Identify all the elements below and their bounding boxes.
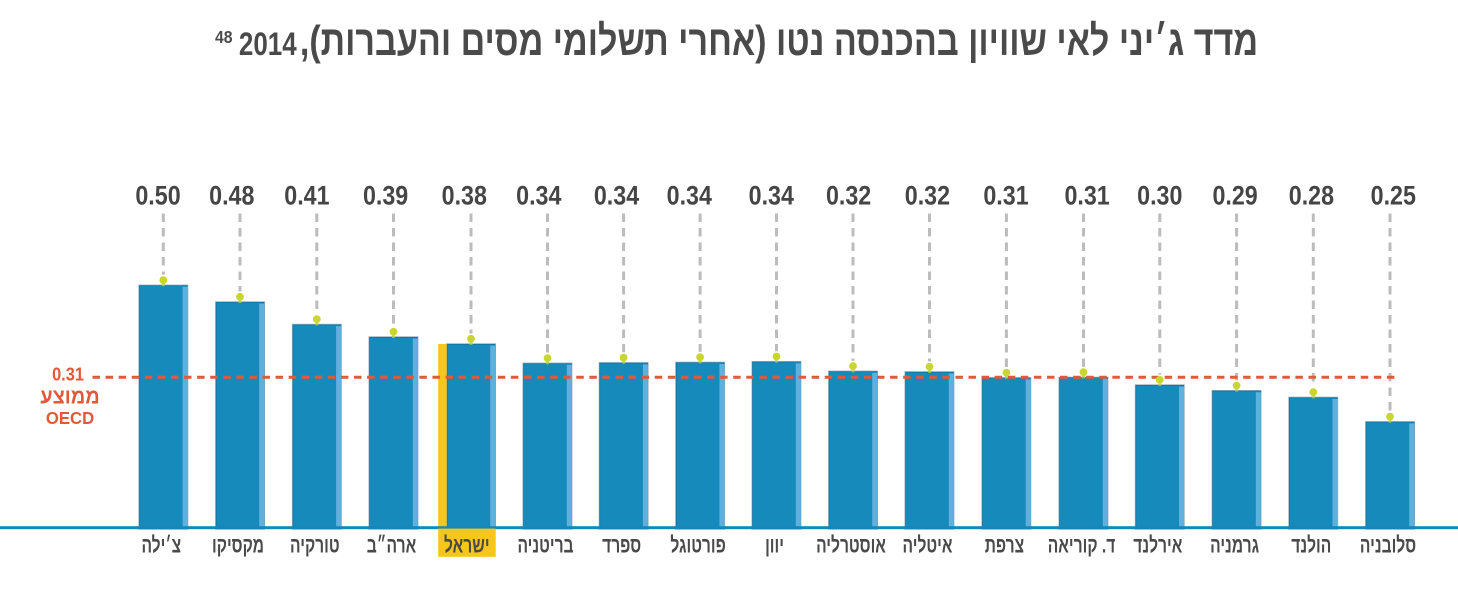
svg-text:ישראל: ישראל [444, 534, 490, 558]
svg-text:0.48: 0.48 [209, 181, 254, 211]
svg-text:צ׳ילה: צ׳ילה [141, 534, 181, 558]
svg-text:פורטוגל: פורטוגל [670, 534, 725, 558]
svg-text:0.31: 0.31 [52, 364, 84, 385]
svg-text:0.38: 0.38 [442, 181, 487, 211]
svg-text:0.30: 0.30 [1137, 181, 1182, 211]
svg-text:אוסטרליה: אוסטרליה [816, 534, 886, 558]
svg-text:0.34: 0.34 [667, 181, 712, 211]
svg-text:0.32: 0.32 [905, 181, 950, 211]
svg-text:0.31: 0.31 [1064, 181, 1109, 211]
svg-text:ד. קוריאה: ד. קוריאה [1048, 534, 1116, 558]
svg-text:אירלנד: אירלנד [1133, 534, 1182, 558]
svg-text:0.39: 0.39 [363, 181, 408, 211]
svg-text:0.32: 0.32 [826, 181, 871, 211]
svg-text:יוון: יוון [765, 534, 784, 558]
svg-text:OECD: OECD [46, 407, 94, 428]
svg-text:0.25: 0.25 [1371, 181, 1416, 211]
svg-text:איטליה: איטליה [903, 534, 953, 558]
svg-text:0.34: 0.34 [516, 181, 561, 211]
svg-text:0.28: 0.28 [1289, 181, 1334, 211]
svg-text:ספרד: ספרד [602, 534, 641, 558]
svg-text:0.34: 0.34 [594, 181, 639, 211]
svg-text:0.31: 0.31 [983, 181, 1028, 211]
svg-text:גרמניה: גרמניה [1210, 534, 1259, 558]
svg-text:0.34: 0.34 [749, 181, 794, 211]
svg-text:0.41: 0.41 [284, 181, 329, 211]
svg-text:ממוצע: ממוצע [40, 385, 100, 409]
svg-text:הולנד: הולנד [1291, 534, 1331, 558]
svg-text:בריטניה: בריטניה [517, 534, 573, 558]
svg-text:צרפת: צרפת [985, 534, 1024, 558]
svg-text:טורקיה: טורקיה [290, 534, 340, 558]
svg-text:0.29: 0.29 [1212, 181, 1257, 211]
svg-text:ארה״ב: ארה״ב [367, 534, 416, 558]
svg-text:מקסיקו: מקסיקו [212, 534, 264, 558]
svg-text:0.50: 0.50 [135, 181, 180, 211]
svg-text:סלובניה: סלובניה [1360, 534, 1416, 558]
